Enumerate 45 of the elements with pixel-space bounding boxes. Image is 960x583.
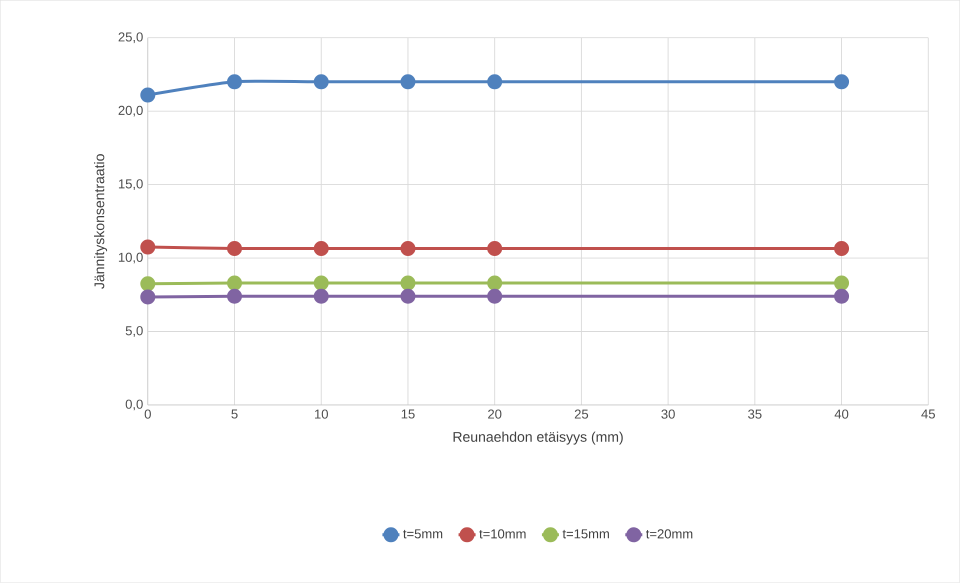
- point: [140, 276, 156, 292]
- y-axis-title: Jännityskonsentraatio: [94, 154, 108, 289]
- x-tick-label: 5: [231, 410, 238, 419]
- point: [400, 74, 416, 90]
- x-tick-label: 10: [314, 410, 328, 419]
- x-tick-label: 15: [402, 410, 415, 419]
- x-tick-label: 30: [661, 410, 675, 419]
- y-tick-label: 15,0: [118, 179, 143, 190]
- point: [834, 74, 850, 90]
- y-tick-label: 5,0: [126, 326, 143, 337]
- y-tick-label: 0,0: [126, 400, 143, 410]
- point: [487, 241, 502, 256]
- point: [314, 241, 329, 256]
- point: [140, 290, 156, 305]
- point: [140, 88, 156, 103]
- point: [314, 74, 329, 90]
- point: [487, 276, 502, 291]
- legend-label: t=20mm: [646, 529, 692, 539]
- point: [834, 276, 850, 291]
- point: [227, 241, 242, 256]
- point: [314, 288, 329, 304]
- x-tick-label: 45: [921, 410, 935, 419]
- point: [227, 276, 242, 291]
- point: [314, 276, 329, 291]
- point: [400, 276, 416, 291]
- point: [834, 288, 850, 304]
- point: [487, 288, 502, 304]
- y-tick-label: 10,0: [118, 252, 143, 264]
- y-tick-label: 25,0: [118, 32, 143, 44]
- legend-label: t=10mm: [479, 529, 526, 539]
- point: [227, 74, 242, 90]
- x-tick-label: 35: [748, 410, 762, 419]
- point: [487, 74, 502, 90]
- x-tick-label: 0: [144, 410, 151, 419]
- x-tick-label: 40: [834, 410, 848, 419]
- point: [834, 241, 850, 256]
- point: [400, 288, 416, 304]
- x-tick-label: 25: [574, 410, 588, 419]
- point: [227, 288, 242, 304]
- x-tick-label: 20: [488, 410, 502, 419]
- x-axis-title: Reunaehdon etäisyys (mm): [454, 432, 623, 445]
- legend-label: t=5mm: [403, 529, 442, 539]
- legend-label: t=15mm: [562, 529, 609, 539]
- point: [400, 241, 416, 256]
- y-tick-label: 20,0: [118, 106, 143, 117]
